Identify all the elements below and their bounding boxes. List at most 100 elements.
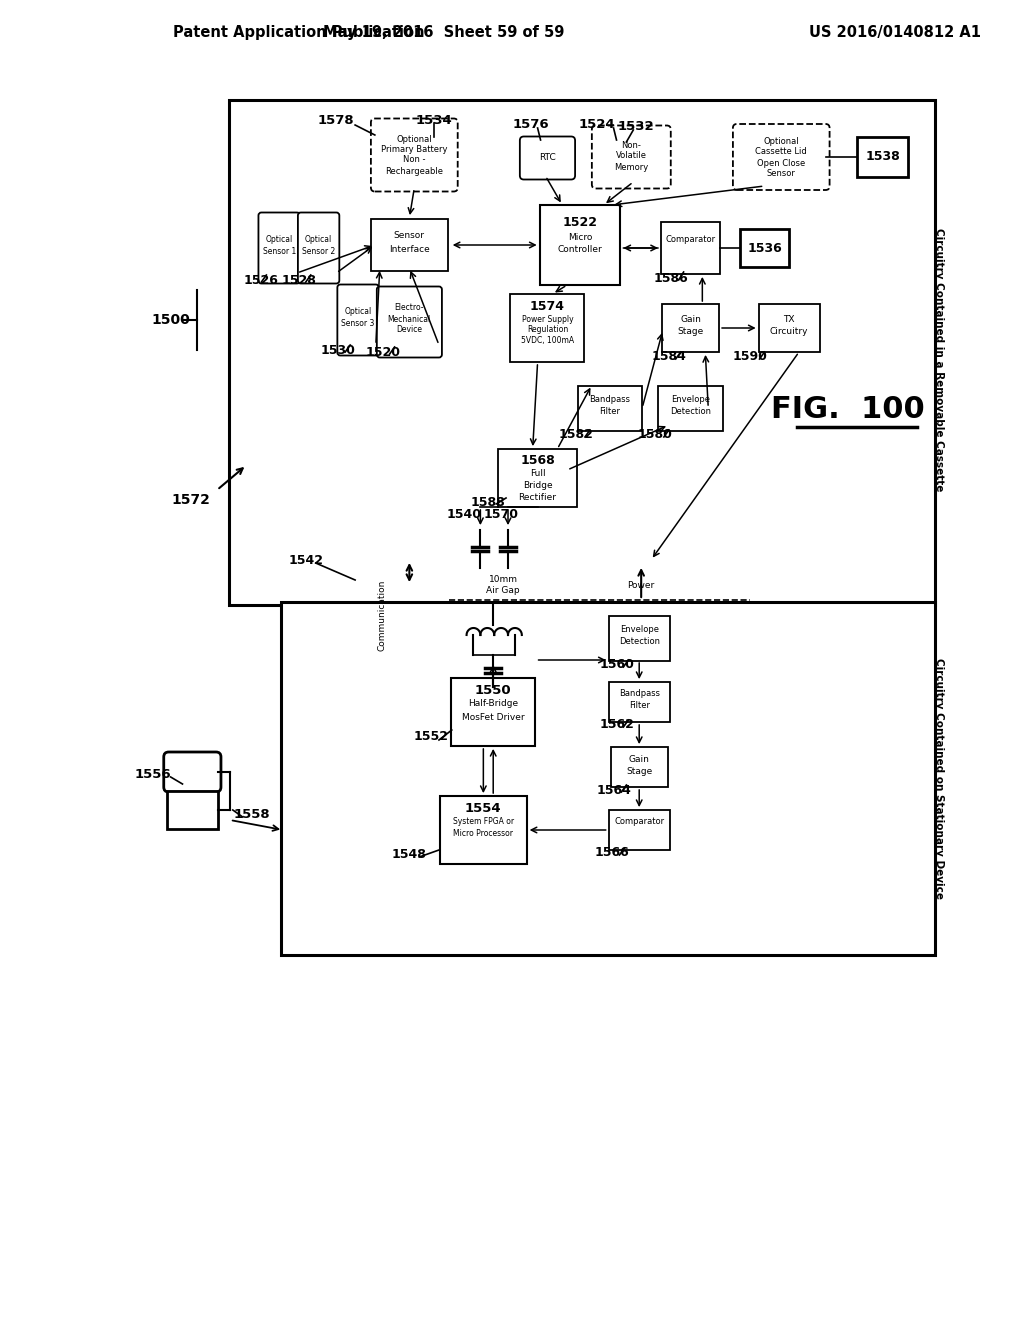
Text: Device: Device — [396, 326, 422, 334]
Text: 1528: 1528 — [282, 273, 316, 286]
Text: 1578: 1578 — [317, 114, 353, 127]
Text: 1540: 1540 — [446, 508, 481, 521]
FancyBboxPatch shape — [733, 124, 829, 190]
Text: RTC: RTC — [539, 153, 556, 162]
Text: 1586: 1586 — [653, 272, 688, 285]
Text: Half-Bridge: Half-Bridge — [468, 700, 518, 709]
Text: Open Close: Open Close — [757, 158, 805, 168]
Text: Controller: Controller — [558, 246, 602, 255]
Text: 1530: 1530 — [321, 343, 355, 356]
FancyBboxPatch shape — [759, 304, 820, 352]
Text: 1548: 1548 — [392, 849, 427, 862]
Text: 1524: 1524 — [579, 119, 615, 132]
FancyBboxPatch shape — [592, 125, 671, 189]
FancyBboxPatch shape — [167, 791, 218, 829]
Text: Power Supply: Power Supply — [521, 314, 573, 323]
Text: 1562: 1562 — [599, 718, 634, 731]
Text: 5VDC, 100mA: 5VDC, 100mA — [521, 335, 574, 345]
Text: Power: Power — [628, 581, 654, 590]
FancyBboxPatch shape — [658, 385, 723, 430]
FancyBboxPatch shape — [608, 682, 670, 722]
Text: Circuitry Contained on Stationary Device: Circuitry Contained on Stationary Device — [934, 657, 944, 899]
FancyBboxPatch shape — [857, 137, 908, 177]
Text: Micro Processor: Micro Processor — [454, 829, 513, 837]
FancyBboxPatch shape — [452, 678, 536, 746]
FancyBboxPatch shape — [739, 228, 790, 267]
FancyBboxPatch shape — [371, 119, 458, 191]
Text: Circuitry Contained in a Removable Cassette: Circuitry Contained in a Removable Casse… — [934, 228, 944, 491]
Text: 1580: 1580 — [638, 429, 673, 441]
FancyBboxPatch shape — [228, 100, 935, 605]
Text: Filter: Filter — [599, 408, 621, 417]
Text: Cassette Lid: Cassette Lid — [756, 148, 807, 157]
Text: Full: Full — [529, 469, 546, 478]
Text: 1576: 1576 — [512, 119, 549, 132]
Text: 1584: 1584 — [651, 351, 686, 363]
Text: May 19, 2016  Sheet 59 of 59: May 19, 2016 Sheet 59 of 59 — [324, 25, 564, 40]
Text: Envelope: Envelope — [620, 624, 658, 634]
Text: TX: TX — [783, 314, 795, 323]
Text: Optical: Optical — [344, 306, 372, 315]
Text: 1552: 1552 — [414, 730, 449, 743]
Text: Comparator: Comparator — [666, 235, 716, 243]
FancyBboxPatch shape — [282, 602, 935, 954]
FancyBboxPatch shape — [608, 615, 670, 660]
Text: 1564: 1564 — [596, 784, 631, 796]
Text: 1542: 1542 — [289, 553, 324, 566]
Text: Electro-: Electro- — [394, 304, 424, 313]
FancyBboxPatch shape — [164, 752, 221, 792]
Text: FIG.  100: FIG. 100 — [771, 396, 926, 425]
Text: Bridge: Bridge — [523, 480, 552, 490]
Text: Rechargeable: Rechargeable — [385, 166, 443, 176]
FancyBboxPatch shape — [258, 213, 300, 284]
Text: 1560: 1560 — [599, 659, 634, 672]
Text: Sensor: Sensor — [394, 231, 425, 240]
Text: 1536: 1536 — [748, 242, 782, 255]
Text: Sensor: Sensor — [767, 169, 796, 178]
FancyBboxPatch shape — [377, 286, 442, 358]
Text: 1500: 1500 — [152, 313, 190, 327]
FancyBboxPatch shape — [440, 796, 526, 865]
FancyBboxPatch shape — [660, 222, 720, 275]
Text: 1570: 1570 — [483, 508, 518, 521]
Text: 1582: 1582 — [559, 429, 594, 441]
Text: System FPGA or: System FPGA or — [453, 817, 514, 826]
Text: Interface: Interface — [389, 246, 430, 255]
Text: 1556: 1556 — [134, 768, 171, 781]
Text: Sensor 1: Sensor 1 — [262, 248, 296, 256]
Text: 1532: 1532 — [617, 120, 654, 133]
Text: Non-: Non- — [622, 140, 641, 149]
Text: Sensor 3: Sensor 3 — [341, 319, 375, 329]
Text: 1588: 1588 — [471, 495, 506, 508]
Text: Volatile: Volatile — [615, 152, 647, 161]
Text: Communication: Communication — [377, 579, 386, 651]
Text: 1554: 1554 — [465, 801, 502, 814]
Text: 1538: 1538 — [865, 150, 900, 164]
Text: 1550: 1550 — [475, 684, 512, 697]
Text: Comparator: Comparator — [614, 817, 665, 826]
FancyBboxPatch shape — [298, 213, 339, 284]
Text: Optional: Optional — [396, 135, 432, 144]
Text: Gain: Gain — [680, 314, 701, 323]
FancyBboxPatch shape — [662, 304, 719, 352]
FancyBboxPatch shape — [511, 294, 585, 362]
FancyBboxPatch shape — [337, 285, 379, 355]
Text: 1572: 1572 — [171, 492, 210, 507]
Text: 1590: 1590 — [732, 351, 767, 363]
Text: Rectifier: Rectifier — [518, 492, 557, 502]
FancyBboxPatch shape — [520, 136, 575, 180]
Text: Envelope: Envelope — [671, 395, 710, 404]
FancyBboxPatch shape — [578, 385, 642, 430]
Text: Bandpass: Bandpass — [589, 395, 630, 404]
Text: Circuitry: Circuitry — [770, 327, 808, 337]
Text: Stage: Stage — [626, 767, 652, 776]
Text: US 2016/0140812 A1: US 2016/0140812 A1 — [809, 25, 981, 40]
Text: 1558: 1558 — [233, 808, 270, 821]
FancyBboxPatch shape — [610, 747, 668, 787]
Text: Optical: Optical — [265, 235, 293, 243]
Text: Detection: Detection — [618, 638, 659, 647]
Text: Gain: Gain — [629, 755, 649, 763]
Text: 1574: 1574 — [530, 300, 565, 313]
Text: Regulation: Regulation — [526, 325, 568, 334]
Text: Stage: Stage — [677, 327, 703, 337]
